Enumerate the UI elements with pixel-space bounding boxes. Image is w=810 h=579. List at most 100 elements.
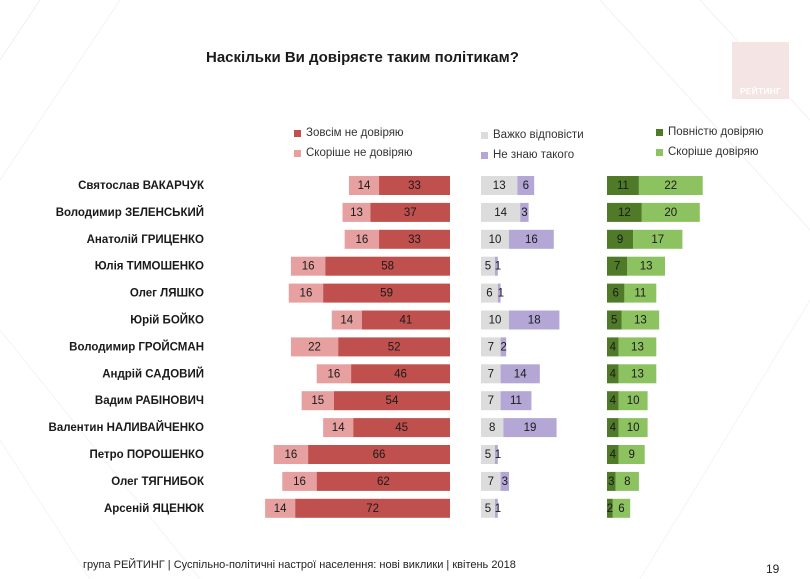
bar-not-trust-at-all bbox=[308, 445, 450, 464]
bar-rather-trust bbox=[633, 229, 683, 249]
data-label: 9 bbox=[628, 449, 634, 461]
bar-rather-not-trust bbox=[301, 391, 334, 411]
data-label: 6 bbox=[523, 180, 529, 192]
data-label: 15 bbox=[311, 395, 324, 407]
bar-hard-to-say bbox=[481, 337, 501, 357]
data-label: 7 bbox=[488, 476, 494, 488]
bar-not-trust-at-all bbox=[353, 418, 450, 438]
legend-label: Скоріше не довіряю bbox=[306, 147, 413, 159]
bar-hard-to-say bbox=[481, 471, 501, 491]
data-label: 13 bbox=[631, 341, 644, 353]
data-label: 66 bbox=[373, 449, 386, 461]
bar-fully-trust bbox=[607, 498, 613, 518]
data-label: 14 bbox=[358, 180, 371, 192]
bar-rather-not-trust bbox=[290, 337, 339, 357]
data-label: 7 bbox=[488, 395, 494, 407]
data-label: 58 bbox=[381, 261, 394, 273]
category-label: Юлія ТИМОШЕНКО bbox=[95, 261, 204, 273]
data-label: 1 bbox=[495, 449, 501, 461]
data-label: 13 bbox=[350, 207, 363, 219]
legend-swatch bbox=[481, 151, 488, 159]
data-label: 5 bbox=[611, 315, 617, 327]
data-label: 14 bbox=[340, 315, 353, 327]
data-label: 10 bbox=[489, 234, 502, 246]
data-label: 14 bbox=[274, 503, 287, 515]
data-label: 16 bbox=[302, 261, 315, 273]
bar-fully-trust bbox=[607, 283, 625, 303]
data-label: 11 bbox=[634, 288, 646, 300]
data-label: 5 bbox=[485, 503, 491, 515]
data-label: 17 bbox=[651, 234, 664, 246]
bar-dont-know bbox=[495, 498, 498, 518]
data-label: 52 bbox=[388, 341, 401, 353]
data-label: 1 bbox=[495, 261, 501, 273]
legend-swatch bbox=[294, 129, 301, 137]
category-label: Святослав ВАКАРЧУК bbox=[78, 180, 205, 192]
data-label: 5 bbox=[485, 261, 491, 273]
bar-hard-to-say bbox=[481, 498, 495, 518]
bar-not-trust-at-all bbox=[338, 337, 450, 357]
bar-fully-trust bbox=[607, 418, 619, 438]
data-label: 8 bbox=[489, 422, 495, 434]
bar-rather-not-trust bbox=[348, 176, 380, 195]
data-label: 4 bbox=[610, 368, 617, 380]
bar-fully-trust bbox=[607, 202, 642, 222]
category-label: Арсеній ЯЦЕНЮК bbox=[104, 503, 205, 515]
bar-rather-trust bbox=[621, 310, 660, 330]
data-label: 7 bbox=[488, 368, 494, 380]
bar-not-trust-at-all bbox=[379, 176, 450, 195]
legend-label: Скоріше довіряю bbox=[668, 146, 759, 158]
bar-fully-trust bbox=[607, 256, 628, 276]
bar-dont-know bbox=[500, 471, 509, 491]
data-label: 2 bbox=[607, 503, 613, 515]
bar-not-trust-at-all bbox=[325, 256, 450, 276]
bar-not-trust-at-all bbox=[370, 202, 450, 222]
bar-rather-trust bbox=[618, 418, 648, 438]
footer-source: група РЕЙТИНГ | Суспільно-політичні наст… bbox=[83, 559, 516, 571]
data-label: 3 bbox=[521, 207, 527, 219]
data-label: 7 bbox=[488, 341, 494, 353]
bar-dont-know bbox=[495, 256, 498, 276]
bar-rather-trust bbox=[618, 391, 648, 411]
data-label: 8 bbox=[624, 476, 630, 488]
bar-not-trust-at-all bbox=[361, 310, 450, 330]
bar-hard-to-say bbox=[481, 364, 501, 384]
data-label: 54 bbox=[386, 395, 399, 407]
bar-rather-not-trust bbox=[323, 418, 354, 438]
data-label: 4 bbox=[610, 395, 617, 407]
bar-dont-know bbox=[497, 283, 501, 303]
legend-swatch bbox=[656, 128, 663, 136]
bar-hard-to-say bbox=[481, 283, 498, 303]
bar-rather-not-trust bbox=[316, 364, 352, 384]
data-label: 33 bbox=[408, 234, 421, 246]
bar-hard-to-say bbox=[481, 391, 501, 411]
bar-dont-know bbox=[517, 176, 535, 195]
legend-item-rather-trust: Скоріше довіряю bbox=[656, 146, 759, 158]
data-label: 1 bbox=[495, 503, 501, 515]
data-label: 72 bbox=[366, 503, 379, 515]
bar-fully-trust bbox=[607, 391, 619, 411]
data-label: 9 bbox=[617, 234, 623, 246]
category-label: Юрій БОЙКО bbox=[130, 314, 204, 327]
bar-not-trust-at-all bbox=[351, 364, 450, 384]
legend-swatch bbox=[294, 149, 301, 157]
legend-label: Повністю довіряю bbox=[668, 126, 764, 138]
data-label: 22 bbox=[308, 341, 321, 353]
bar-fully-trust bbox=[607, 471, 616, 491]
bar-dont-know bbox=[509, 229, 554, 249]
category-label: Валентин НАЛИВАЙЧЕНКО bbox=[49, 421, 205, 434]
page-number: 19 bbox=[766, 562, 780, 576]
bar-not-trust-at-all bbox=[316, 471, 450, 491]
data-label: 1 bbox=[498, 288, 504, 300]
bar-fully-trust bbox=[607, 229, 634, 249]
data-label: 6 bbox=[612, 288, 618, 300]
data-label: 16 bbox=[285, 449, 298, 461]
bar-fully-trust bbox=[607, 176, 639, 195]
logo-text: РЕЙТИНГ bbox=[739, 86, 782, 96]
bar-dont-know bbox=[495, 445, 498, 464]
data-label: 16 bbox=[328, 368, 341, 380]
bar-dont-know bbox=[503, 418, 557, 438]
bar-rather-trust bbox=[618, 364, 657, 384]
data-label: 13 bbox=[634, 315, 647, 327]
